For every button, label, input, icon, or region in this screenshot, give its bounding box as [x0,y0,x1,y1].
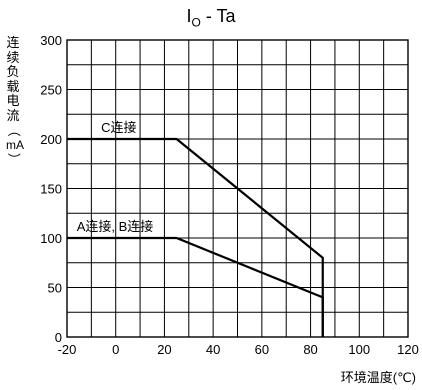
y-tick-label: 300 [40,33,62,48]
y-tick-label: 250 [40,83,62,98]
y-tick-label: 200 [40,132,62,147]
x-tick-label: 100 [348,342,370,357]
series-annotation: C连接 [101,120,136,135]
y-axis-label-char: mA [6,137,24,152]
y-tick-label: 100 [40,231,62,246]
y-axis-label-char: 载 [6,78,20,94]
chart-title: IO - Ta [186,6,236,30]
y-axis-label-char: 流 [6,107,20,123]
series-annotation: A连接, B连接 [77,219,154,234]
x-tick-label: -20 [58,342,77,357]
y-tick-label: 0 [55,330,62,345]
x-tick-label: 60 [255,342,269,357]
series-line [67,236,324,337]
y-axis-label-char: 续 [6,49,20,65]
x-axis-label: 环境温度(℃) [340,370,416,385]
y-axis-label-char: 电 [6,93,20,108]
x-tick-label: 0 [112,342,119,357]
x-tick-label: 80 [303,342,317,357]
x-tick-label: 120 [397,342,419,357]
y-tick-label: 50 [48,281,62,296]
plot-frame [66,39,409,338]
x-tick-label: 40 [206,342,220,357]
y-axis-label-char: 连 [6,35,20,50]
x-tick-label: 20 [157,342,171,357]
y-axis-label-char: 负 [6,64,20,79]
y-tick-label: 150 [40,182,62,197]
y-axis-label: 连 续 负 载 电 流 （ mA ） [6,35,24,167]
